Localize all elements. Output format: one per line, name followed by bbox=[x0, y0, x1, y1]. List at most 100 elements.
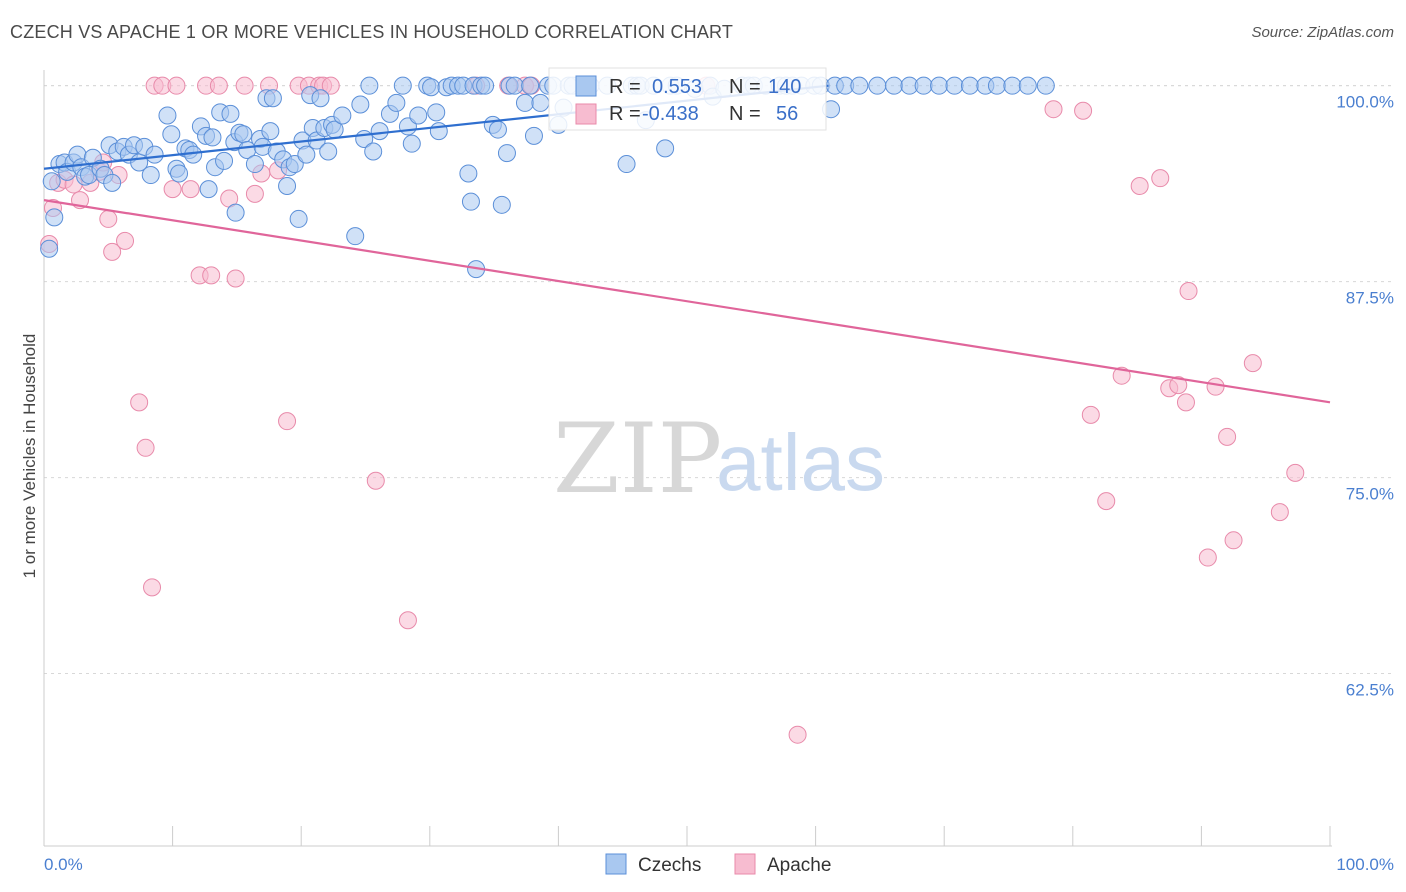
czech-point bbox=[488, 120, 507, 139]
czech-point bbox=[221, 104, 240, 123]
y-tick-label: 62.5% bbox=[1346, 681, 1394, 700]
czech-r-label: R = bbox=[609, 76, 641, 98]
apache-trend-line bbox=[43, 199, 1331, 404]
czech-point bbox=[387, 93, 406, 112]
czech-point bbox=[297, 145, 316, 164]
czech-point bbox=[914, 76, 933, 95]
czech-r-value: 0.553 bbox=[652, 76, 702, 98]
czech-point bbox=[364, 142, 383, 161]
apache-n-label: N = bbox=[729, 103, 761, 125]
czech-point bbox=[459, 164, 478, 183]
czech-point bbox=[515, 93, 534, 112]
czech-point bbox=[885, 76, 904, 95]
chart-title: CZECH VS APACHE 1 OR MORE VEHICLES IN HO… bbox=[10, 22, 734, 42]
legend-czechs-label: Czechs bbox=[638, 855, 701, 876]
apache-point bbox=[245, 184, 264, 203]
czech-point bbox=[319, 142, 338, 161]
czech-point bbox=[226, 203, 245, 222]
x-ticks bbox=[43, 826, 1331, 846]
apache-point bbox=[130, 393, 149, 412]
legend-apache-label: Apache bbox=[767, 855, 831, 876]
czech-point bbox=[497, 144, 516, 163]
apache-point bbox=[1218, 427, 1237, 446]
czech-point bbox=[103, 173, 122, 192]
czech-point bbox=[987, 76, 1006, 95]
apache-point bbox=[136, 438, 155, 457]
apache-point bbox=[1270, 503, 1289, 522]
apache-point bbox=[1081, 405, 1100, 424]
apache-r-value: -0.438 bbox=[642, 103, 699, 125]
watermark: ZIP atlas bbox=[553, 403, 885, 515]
watermark-zip: ZIP bbox=[553, 403, 722, 515]
apache-point bbox=[181, 180, 200, 199]
czech-point bbox=[263, 89, 282, 108]
apache-point bbox=[1176, 393, 1195, 412]
czech-point bbox=[170, 164, 189, 183]
czech-point bbox=[45, 208, 64, 227]
czech-point bbox=[346, 227, 365, 246]
apache-point bbox=[1243, 354, 1262, 373]
y-tick-labels: 62.5% 75.0% 87.5% 100.0% bbox=[1336, 93, 1394, 700]
x-tick-label-min: 0.0% bbox=[44, 855, 83, 874]
czech-point bbox=[402, 134, 421, 153]
czech-point bbox=[141, 166, 160, 185]
czech-point bbox=[422, 78, 441, 97]
apache-point bbox=[103, 242, 122, 261]
czech-point bbox=[476, 76, 495, 95]
czech-point bbox=[617, 155, 636, 174]
czech-point bbox=[524, 126, 543, 145]
czech-point bbox=[199, 180, 218, 199]
apache-point bbox=[366, 471, 385, 490]
czech-point bbox=[162, 125, 181, 144]
apache-point bbox=[167, 76, 186, 95]
watermark-atlas: atlas bbox=[716, 418, 885, 507]
y-tick-label: 87.5% bbox=[1346, 289, 1394, 308]
apache-point bbox=[202, 266, 221, 285]
y-tick-label: 75.0% bbox=[1346, 485, 1394, 504]
czech-point bbox=[521, 76, 540, 95]
apache-point bbox=[116, 231, 135, 250]
axes bbox=[43, 70, 1332, 847]
czech-point bbox=[409, 106, 428, 125]
czech-point bbox=[203, 128, 222, 147]
czech-point bbox=[311, 89, 330, 108]
apache-point bbox=[163, 180, 182, 199]
czech-point bbox=[492, 195, 511, 214]
czech-point bbox=[930, 76, 949, 95]
source-label: Source: ZipAtlas.com bbox=[1251, 24, 1394, 41]
czech-point bbox=[1018, 76, 1037, 95]
czech-point bbox=[505, 76, 524, 95]
czech-point bbox=[429, 122, 448, 141]
czech-point bbox=[656, 139, 675, 158]
czech-n-label: N = bbox=[729, 76, 761, 98]
apache-point bbox=[1130, 177, 1149, 196]
apache-point bbox=[226, 269, 245, 288]
czech-point bbox=[960, 76, 979, 95]
czech-point bbox=[461, 192, 480, 211]
apache-point bbox=[1169, 376, 1188, 395]
czech-point bbox=[215, 151, 234, 170]
apache-point bbox=[1074, 101, 1093, 120]
czech-swatch bbox=[575, 75, 597, 97]
czech-point bbox=[261, 122, 280, 141]
apache-r-label: R = bbox=[609, 103, 641, 125]
czech-point bbox=[42, 172, 61, 191]
czech-point bbox=[1036, 76, 1055, 95]
apache-point bbox=[321, 76, 340, 95]
apache-point bbox=[1198, 548, 1217, 567]
apache-point bbox=[1179, 282, 1198, 301]
legend-apache-swatch bbox=[734, 853, 756, 875]
czech-point bbox=[40, 239, 59, 258]
apache-point bbox=[143, 578, 162, 597]
czech-point bbox=[158, 106, 177, 125]
czech-point bbox=[868, 76, 887, 95]
czech-point bbox=[945, 76, 964, 95]
apache-swatch bbox=[575, 103, 597, 125]
czech-point bbox=[245, 155, 264, 174]
czech-point bbox=[370, 122, 389, 141]
y-axis-label: 1 or more Vehicles in Household bbox=[20, 334, 39, 579]
apache-point bbox=[1151, 169, 1170, 188]
apache-point bbox=[398, 611, 417, 630]
apache-point bbox=[1224, 531, 1243, 550]
